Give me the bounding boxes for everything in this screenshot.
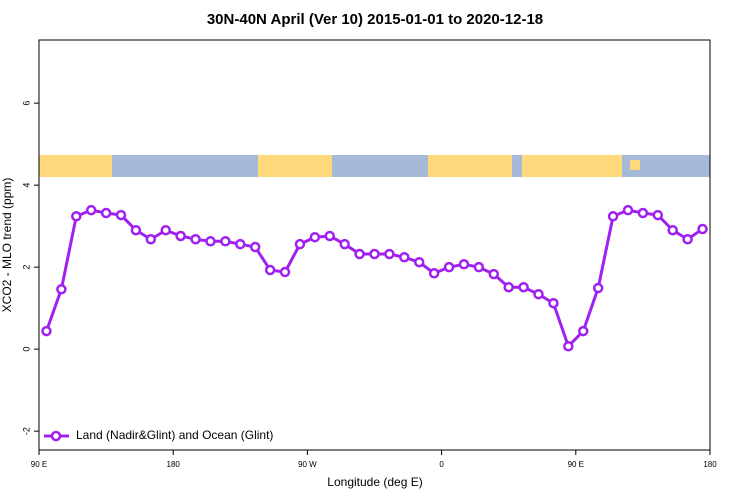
point <box>399 252 410 263</box>
point <box>533 288 544 300</box>
x-tick-label: 180 <box>703 460 717 469</box>
point <box>428 268 440 279</box>
y-tick-label: 0 <box>21 347 31 352</box>
point <box>488 268 500 280</box>
y-tick-label: -2 <box>21 427 31 435</box>
point <box>160 224 171 236</box>
x-axis-label: Longitude (deg E) <box>327 475 422 489</box>
plot-frame <box>38 39 711 451</box>
point <box>71 211 82 222</box>
point <box>175 230 186 242</box>
chart-title: 30N-40N April (Ver 10) 2015-01-01 to 202… <box>207 11 543 28</box>
point <box>279 266 291 278</box>
point <box>205 236 216 247</box>
point <box>652 209 664 221</box>
point <box>667 224 678 236</box>
point <box>458 259 470 270</box>
point <box>503 281 514 293</box>
point <box>697 223 708 235</box>
point <box>518 281 529 293</box>
y-tick-label: 2 <box>21 265 31 270</box>
map-strip <box>39 155 710 177</box>
point <box>563 341 574 352</box>
point <box>354 248 365 260</box>
point <box>384 248 395 260</box>
point <box>294 238 306 250</box>
point <box>41 325 52 337</box>
point <box>249 241 261 253</box>
point <box>607 211 619 222</box>
legend-label: Land (Nadir&Glint) and Ocean (Glint) <box>76 428 273 442</box>
point <box>473 261 485 273</box>
point <box>115 209 127 221</box>
x-tick-label: 90 W <box>298 460 317 469</box>
point <box>264 264 276 276</box>
x-tick-label: 90 E <box>568 460 584 469</box>
point <box>443 261 455 273</box>
x-tick-label: 90 E <box>31 460 47 469</box>
series-line <box>45 208 704 350</box>
point <box>145 234 157 245</box>
point <box>369 248 380 260</box>
point <box>130 224 142 236</box>
point <box>339 238 350 250</box>
point <box>85 204 97 216</box>
point <box>622 204 634 216</box>
point <box>413 256 425 268</box>
legend-marker <box>50 430 62 442</box>
y-tick-label: 4 <box>21 183 31 188</box>
x-tick-label: 0 <box>439 460 444 469</box>
point <box>682 234 693 245</box>
point <box>56 284 67 295</box>
x-tick-label: 180 <box>167 460 181 469</box>
point <box>592 282 604 294</box>
y-axis-label: XCO2 - MLO trend (ppm) <box>0 178 14 313</box>
y-tick-label: 6 <box>21 101 31 106</box>
point <box>190 234 201 245</box>
point <box>309 231 321 243</box>
point <box>548 297 559 309</box>
point <box>578 325 589 337</box>
point <box>637 207 649 219</box>
point <box>235 238 246 250</box>
point <box>220 236 231 247</box>
point <box>324 230 336 242</box>
point <box>100 207 112 219</box>
